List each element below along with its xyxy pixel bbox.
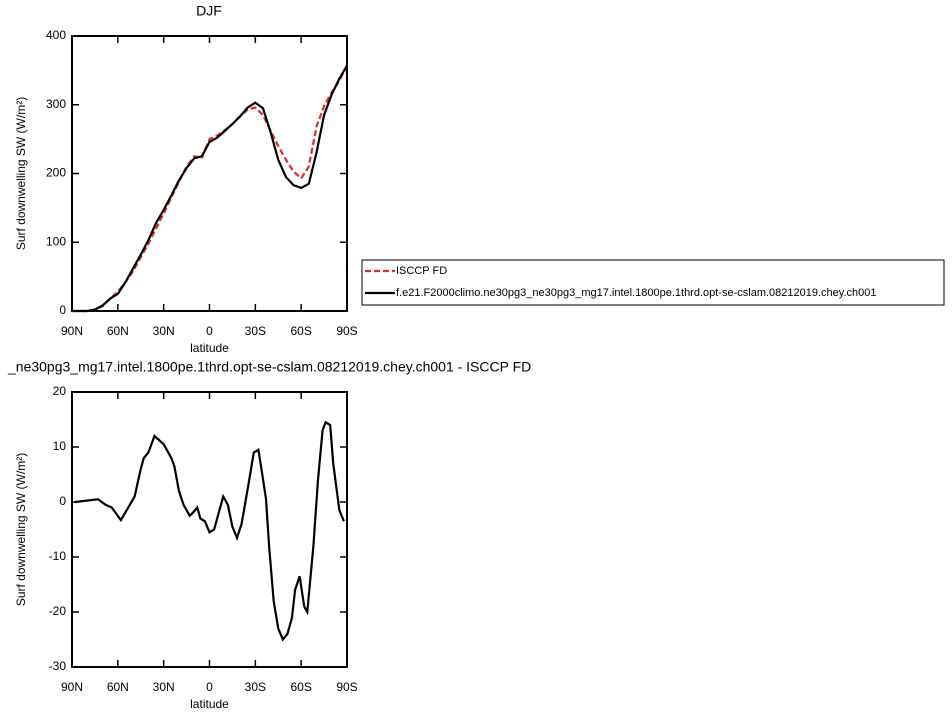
y-tick-label: -10	[49, 549, 67, 563]
y-tick-label: 0	[59, 303, 66, 317]
y-tick-label: -20	[49, 604, 67, 618]
plot-frame	[71, 391, 348, 668]
data-line	[72, 65, 348, 313]
x-tick-label: 30S	[245, 680, 266, 694]
x-tick-label: 60N	[107, 324, 129, 338]
y-axis-label: Surf downwelling SW (W/m²)	[14, 97, 28, 250]
x-tick-label: 90S	[336, 680, 357, 694]
chart-title: _ne30pg3_mg17.intel.1800pe.1thrd.opt-se-…	[7, 359, 531, 375]
x-tick-label: 30S	[245, 324, 266, 338]
x-tick-label: 60S	[290, 324, 311, 338]
y-tick-label: 10	[53, 439, 67, 453]
legend-label: ISCCP FD	[396, 265, 447, 277]
x-tick-label: 90N	[61, 324, 83, 338]
x-tick-label: 30N	[153, 680, 175, 694]
y-tick-label: 300	[46, 97, 66, 111]
y-tick-label: 100	[46, 234, 66, 248]
x-tick-label: 0	[206, 680, 213, 694]
y-tick-label: 400	[46, 28, 66, 42]
x-axis-label: latitude	[190, 697, 229, 711]
x-axis-label: latitude	[190, 341, 229, 355]
plot-frame	[71, 35, 348, 312]
data-line	[74, 420, 345, 642]
x-tick-label: 90N	[61, 680, 83, 694]
legend-label: f.e21.F2000climo.ne30pg3_ne30pg3_mg17.in…	[396, 287, 876, 299]
data-line	[72, 65, 348, 313]
y-tick-label: -30	[49, 659, 67, 673]
y-tick-label: 200	[46, 166, 66, 180]
x-tick-label: 90S	[336, 324, 357, 338]
y-tick-label: 20	[53, 384, 67, 398]
legend-box	[361, 259, 945, 306]
x-tick-label: 60N	[107, 680, 129, 694]
y-axis-label: Surf downwelling SW (W/m²)	[14, 453, 28, 606]
x-tick-label: 0	[206, 324, 213, 338]
x-tick-label: 60S	[290, 680, 311, 694]
x-tick-label: 30N	[153, 324, 175, 338]
chart-title: DJF	[196, 3, 222, 19]
y-tick-label: 0	[59, 494, 66, 508]
